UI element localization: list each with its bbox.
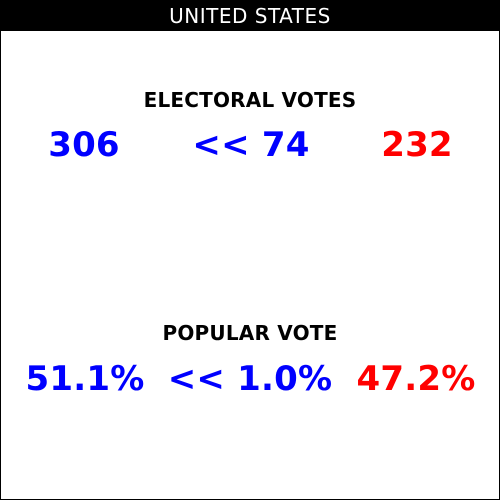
header-bar: UNITED STATES bbox=[1, 1, 499, 31]
popular-left-value: 51.1% bbox=[25, 359, 145, 399]
electoral-left-value: 306 bbox=[48, 125, 120, 165]
page-title: UNITED STATES bbox=[169, 4, 331, 28]
electoral-margin-value: << 74 bbox=[192, 125, 310, 165]
popular-margin-value: << 1.0% bbox=[167, 359, 333, 399]
popular-right-value: 47.2% bbox=[356, 359, 476, 399]
popular-vote-title: POPULAR VOTE bbox=[162, 321, 338, 345]
electoral-right-value: 232 bbox=[381, 125, 453, 165]
electoral-votes-title: ELECTORAL VOTES bbox=[143, 88, 357, 112]
